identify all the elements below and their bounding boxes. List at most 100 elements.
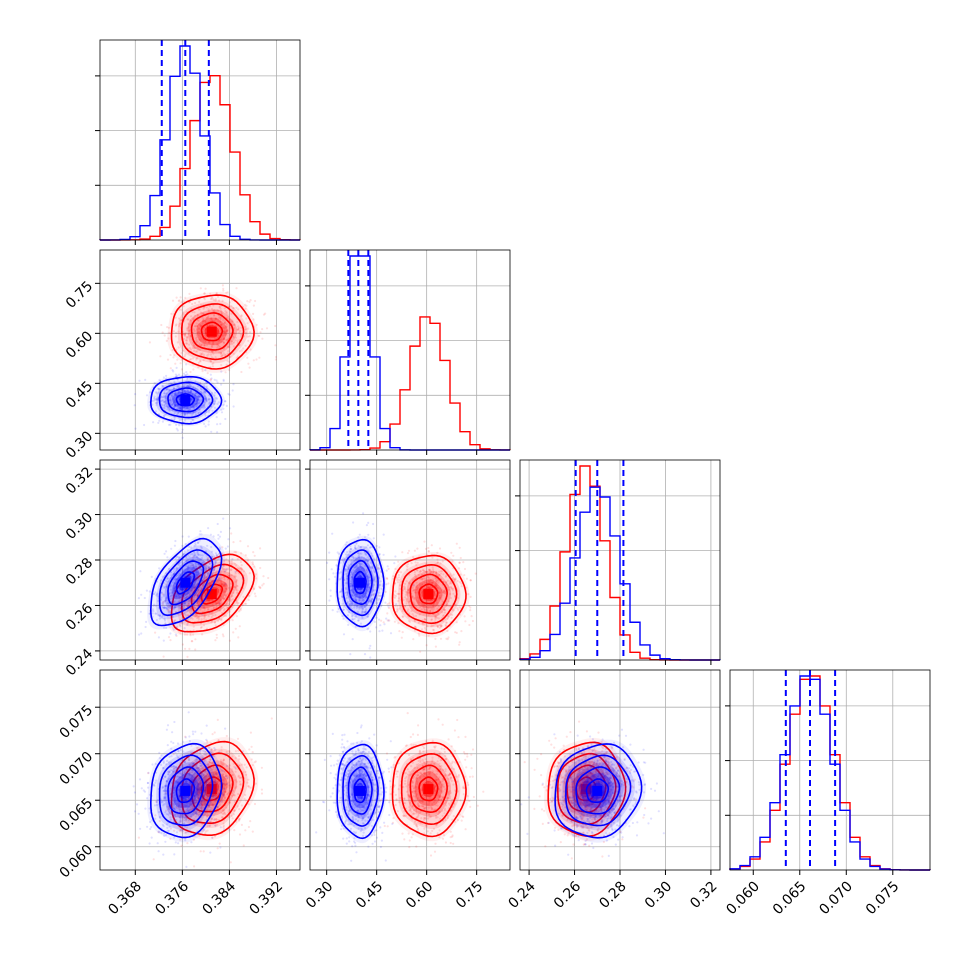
scatter-point bbox=[174, 595, 177, 598]
scatter-point bbox=[385, 617, 388, 620]
scatter-point bbox=[191, 393, 194, 396]
scatter-point bbox=[232, 631, 235, 634]
scatter-point bbox=[387, 567, 390, 571]
scatter-point bbox=[207, 308, 210, 311]
scatter-point bbox=[419, 570, 422, 573]
scatter-point bbox=[193, 329, 196, 333]
scatter-point bbox=[180, 608, 183, 611]
scatter-point bbox=[420, 590, 423, 594]
scatter-point bbox=[149, 391, 152, 394]
scatter-point bbox=[222, 583, 225, 587]
scatter-point bbox=[361, 616, 364, 620]
scatter-point bbox=[207, 572, 210, 575]
scatter-point bbox=[399, 571, 403, 574]
scatter-point bbox=[442, 589, 446, 592]
scatter-point bbox=[211, 362, 214, 365]
scatter-point bbox=[197, 563, 200, 566]
scatter-point bbox=[174, 373, 177, 376]
scatter-point bbox=[185, 560, 188, 563]
scatter-point bbox=[364, 610, 367, 614]
scatter-point bbox=[373, 620, 376, 624]
scatter-point bbox=[346, 551, 349, 554]
scatter-point bbox=[183, 389, 186, 392]
scatter-point bbox=[182, 300, 185, 303]
scatter-point bbox=[186, 574, 190, 577]
scatter-point bbox=[188, 292, 191, 295]
scatter-point bbox=[162, 655, 165, 658]
scatter-point bbox=[372, 589, 375, 593]
scatter-point bbox=[330, 568, 333, 571]
scatter-point bbox=[226, 545, 229, 548]
scatter-point bbox=[234, 586, 238, 589]
scatter-point bbox=[210, 581, 214, 584]
scatter-point bbox=[203, 391, 206, 394]
scatter-point bbox=[235, 601, 239, 604]
scatter-point bbox=[230, 305, 233, 308]
scatter-point bbox=[407, 549, 411, 552]
scatter-point bbox=[386, 565, 389, 568]
scatter-point bbox=[143, 596, 146, 600]
scatter-point bbox=[180, 605, 184, 608]
scatter-point bbox=[207, 572, 210, 575]
scatter-point bbox=[200, 388, 204, 391]
scatter-point bbox=[189, 319, 193, 322]
scatter-point bbox=[233, 332, 236, 335]
scatter-point bbox=[259, 331, 262, 334]
scatter-point bbox=[189, 564, 192, 567]
contour-line-red bbox=[200, 321, 224, 342]
scatter-point bbox=[176, 555, 179, 558]
scatter-point bbox=[395, 610, 398, 613]
scatter-point bbox=[351, 583, 354, 587]
scatter-point bbox=[406, 594, 409, 597]
scatter-point bbox=[173, 589, 176, 592]
scatter-point bbox=[207, 567, 210, 570]
scatter-point bbox=[167, 605, 170, 608]
scatter-point bbox=[199, 359, 202, 362]
scatter-point bbox=[382, 621, 385, 624]
scatter-point bbox=[191, 563, 194, 567]
scatter-point bbox=[190, 589, 193, 592]
scatter-point bbox=[402, 587, 406, 591]
scatter-point bbox=[192, 584, 195, 587]
scatter-point bbox=[164, 413, 167, 416]
scatter-point bbox=[417, 602, 420, 605]
scatter-point bbox=[222, 319, 225, 322]
scatter-point bbox=[138, 633, 141, 636]
scatter-point bbox=[184, 411, 187, 415]
scatter-point bbox=[186, 373, 189, 376]
scatter-point bbox=[224, 594, 227, 598]
scatter-point bbox=[207, 310, 210, 313]
scatter-point bbox=[274, 324, 277, 328]
scatter-point bbox=[401, 631, 404, 634]
scatter-point bbox=[155, 593, 158, 596]
scatter-point bbox=[174, 578, 177, 581]
scatter-point bbox=[202, 594, 205, 597]
scatter-point bbox=[176, 625, 179, 628]
scatter-point bbox=[416, 569, 419, 572]
scatter-point bbox=[199, 558, 203, 561]
scatter-point bbox=[177, 411, 180, 415]
scatter-point bbox=[187, 574, 190, 577]
scatter-point bbox=[173, 578, 176, 581]
scatter-point bbox=[411, 596, 414, 599]
scatter-point bbox=[208, 359, 211, 362]
scatter-point bbox=[205, 567, 208, 570]
scatter-point bbox=[211, 350, 214, 353]
scatter-point bbox=[454, 604, 457, 607]
scatter-point bbox=[430, 581, 434, 585]
scatter-point bbox=[186, 842, 189, 845]
scatter-point bbox=[354, 564, 358, 567]
scatter-point bbox=[236, 557, 239, 561]
scatter-point bbox=[240, 567, 243, 570]
scatter-point bbox=[192, 556, 195, 559]
scatter-point bbox=[188, 545, 191, 548]
scatter-point bbox=[398, 592, 401, 596]
scatter-point bbox=[196, 601, 199, 605]
scatter-point bbox=[215, 602, 219, 605]
scatter-point bbox=[366, 559, 369, 562]
scatter-point bbox=[173, 412, 176, 415]
scatter-point bbox=[362, 512, 365, 515]
scatter-point bbox=[459, 556, 462, 560]
scatter-point bbox=[204, 425, 207, 428]
scatter-point bbox=[134, 427, 137, 430]
